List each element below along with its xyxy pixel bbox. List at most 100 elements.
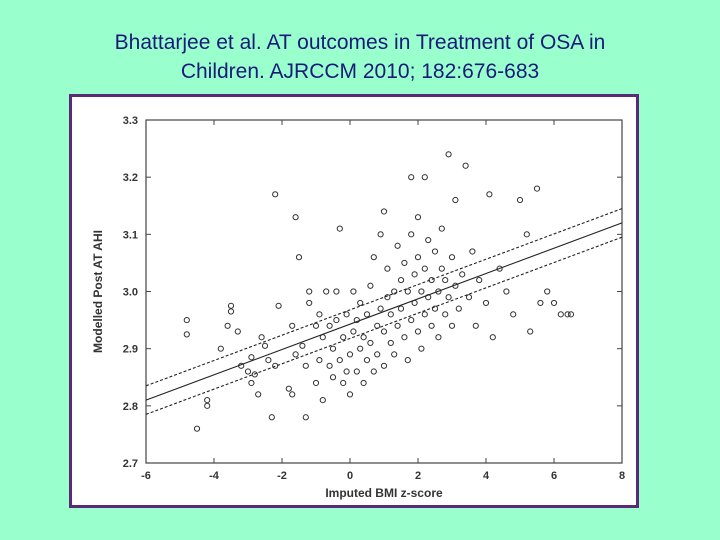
data-point xyxy=(248,354,255,361)
data-point xyxy=(227,302,235,309)
data-point xyxy=(435,334,442,341)
data-point xyxy=(489,334,496,341)
ci-lower-line xyxy=(145,236,623,415)
data-point xyxy=(516,196,524,204)
data-point xyxy=(340,334,347,341)
data-point xyxy=(445,294,452,301)
x-tick-label: -6 xyxy=(141,470,151,482)
x-tick-label: 0 xyxy=(347,470,353,482)
data-point xyxy=(193,425,201,432)
data-point xyxy=(350,328,357,335)
data-point xyxy=(380,208,388,215)
data-point xyxy=(414,328,422,335)
data-point xyxy=(292,351,299,358)
y-tick-label: 2.8 xyxy=(123,401,138,413)
x-tick-label: 4 xyxy=(483,470,490,482)
data-point xyxy=(452,196,459,204)
y-tick-label: 3.2 xyxy=(123,172,138,184)
data-point xyxy=(333,288,340,295)
data-point xyxy=(523,231,530,238)
x-tick-label: 8 xyxy=(619,470,625,482)
x-tick-label: 6 xyxy=(551,470,557,482)
data-point xyxy=(486,191,493,198)
data-point xyxy=(557,311,564,318)
data-point xyxy=(418,345,425,352)
data-point xyxy=(360,379,367,387)
data-point xyxy=(357,299,364,307)
y-tick-label: 3.3 xyxy=(123,115,138,127)
data-point xyxy=(329,345,337,352)
data-point xyxy=(333,316,340,324)
data-point xyxy=(370,368,377,375)
x-tick-label: -4 xyxy=(209,470,220,482)
x-tick-label: 2 xyxy=(415,470,421,482)
data-point xyxy=(204,397,211,404)
data-point xyxy=(401,334,408,341)
data-point xyxy=(357,345,364,352)
data-point xyxy=(350,288,357,295)
data-point xyxy=(391,288,398,295)
data-point xyxy=(472,322,479,329)
data-point xyxy=(380,328,388,335)
data-point xyxy=(377,231,384,238)
data-point xyxy=(224,322,231,329)
data-point xyxy=(234,328,241,335)
data-point xyxy=(340,379,347,387)
data-point xyxy=(435,288,442,295)
data-point xyxy=(459,271,466,278)
data-point xyxy=(306,288,313,295)
data-point xyxy=(306,299,313,307)
data-point xyxy=(374,322,381,329)
data-points xyxy=(183,151,575,432)
y-tick-label: 3.1 xyxy=(123,229,138,241)
data-point xyxy=(299,342,306,349)
data-point xyxy=(404,288,411,295)
slide-title-line-1: Bhattarjee et al. AT outcomes in Treatme… xyxy=(114,31,606,54)
data-point xyxy=(285,385,292,392)
axis-ticks: -6 -4 -2 0 2 4 6 8 2.7 2.8 2.9 3.0 3.1 3.2 3.3 xyxy=(123,115,625,482)
data-point xyxy=(408,174,415,181)
data-point xyxy=(428,322,435,329)
data-point xyxy=(336,225,343,232)
data-point xyxy=(377,305,384,312)
data-point xyxy=(421,174,428,181)
data-point xyxy=(408,231,415,238)
data-point xyxy=(442,276,449,284)
data-point xyxy=(265,357,272,364)
data-point xyxy=(567,311,575,318)
data-point xyxy=(448,254,456,261)
data-point xyxy=(384,265,391,272)
data-point xyxy=(370,254,377,261)
data-point xyxy=(343,368,350,375)
data-point xyxy=(465,294,473,301)
data-point xyxy=(323,288,330,295)
data-point xyxy=(397,305,405,312)
data-point xyxy=(326,322,333,329)
data-point xyxy=(496,265,503,272)
data-point xyxy=(537,299,544,307)
data-point xyxy=(533,185,541,192)
slide-title-line-2: Children. AJRCCM 2010; 182:676-683 xyxy=(180,60,540,83)
data-point xyxy=(329,374,337,381)
data-point xyxy=(431,248,439,255)
data-point xyxy=(255,391,262,398)
data-point xyxy=(411,271,418,278)
data-point xyxy=(445,151,452,158)
data-point xyxy=(251,371,258,378)
data-point xyxy=(302,414,309,421)
data-point xyxy=(343,311,350,318)
data-point xyxy=(387,339,394,347)
data-point xyxy=(346,391,354,398)
data-point xyxy=(204,402,211,409)
data-point xyxy=(469,248,476,255)
data-point xyxy=(401,259,408,267)
regression-line xyxy=(145,222,623,401)
data-point xyxy=(261,342,269,349)
data-point xyxy=(527,328,534,335)
data-point xyxy=(275,302,282,309)
ci-upper-line xyxy=(145,208,623,387)
data-point xyxy=(391,351,398,358)
data-point xyxy=(550,299,558,307)
data-point xyxy=(268,414,275,421)
data-point xyxy=(183,331,190,338)
